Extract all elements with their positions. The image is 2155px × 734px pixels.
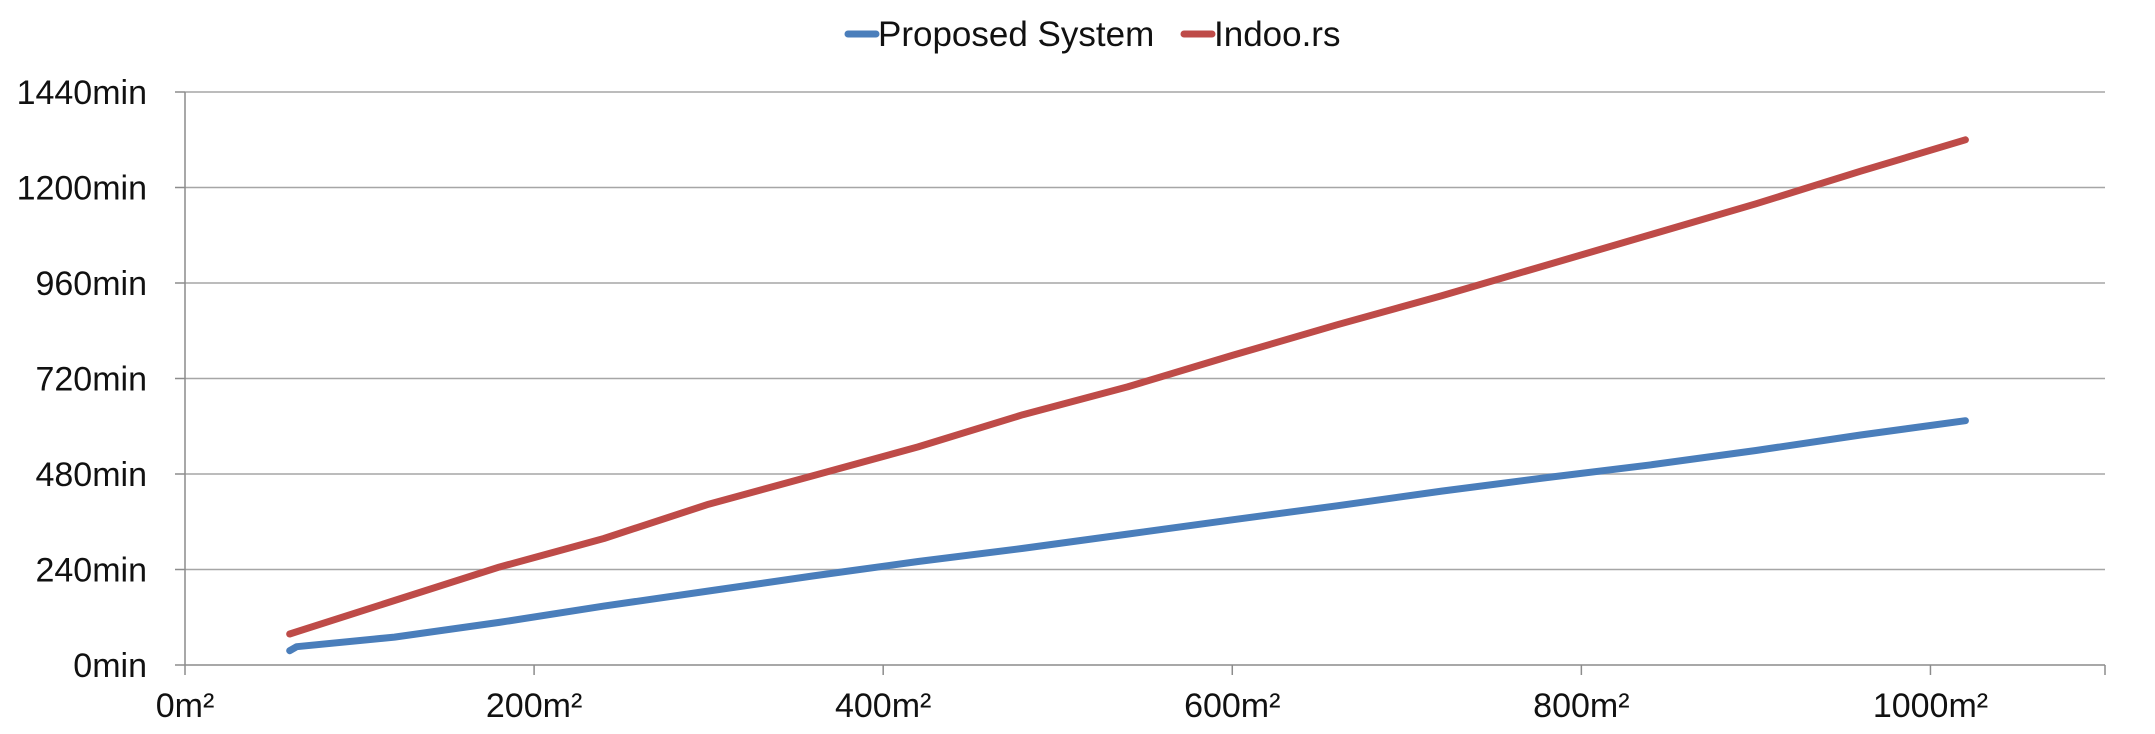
x-tick-label: 400m² <box>835 687 931 725</box>
tick-labels: 0min 240min 480min 720min 960min 1200min 1440m… <box>17 74 1989 725</box>
axes <box>175 91 2106 675</box>
x-tick-label: 0m² <box>156 687 215 725</box>
y-tick-label: 480min <box>35 456 147 494</box>
series-lines <box>286 136 1969 655</box>
legend-label: Indoo.rs <box>1214 15 1340 54</box>
y-tick-label: 960min <box>35 265 147 303</box>
y-tick-label: 240min <box>35 552 147 590</box>
x-tick-label: 1000m² <box>1873 687 1988 725</box>
x-tick-label: 800m² <box>1533 687 1629 725</box>
y-tick-label: 1440min <box>17 74 147 112</box>
series-line-indoo-rs <box>286 136 1969 638</box>
y-tick-label: 0min <box>73 647 147 685</box>
y-tick-label: 720min <box>35 361 147 399</box>
gridlines <box>185 91 2105 571</box>
legend-label: Proposed System <box>878 15 1154 54</box>
x-tick-label: 200m² <box>486 687 582 725</box>
legend: Proposed System Indoo.rs <box>844 15 1340 54</box>
y-tick-label: 1200min <box>17 170 147 208</box>
series-line-proposed-system <box>286 417 1969 655</box>
x-tick-label: 600m² <box>1184 687 1280 725</box>
